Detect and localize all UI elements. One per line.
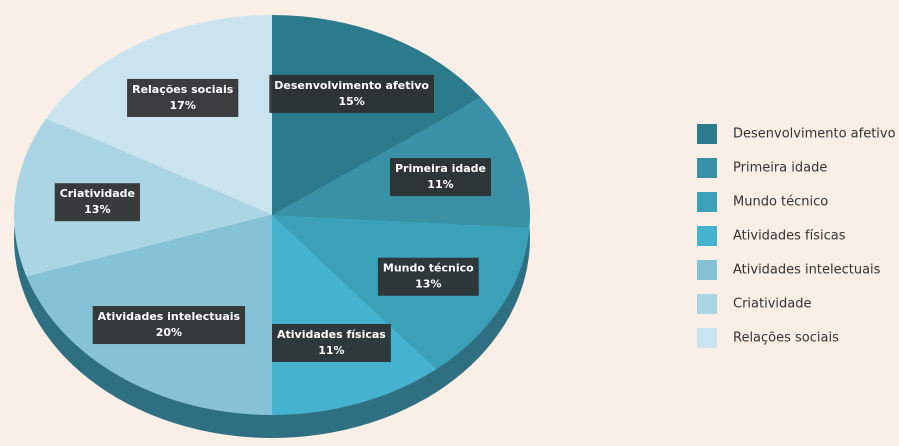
label-value: 13% [415,278,441,291]
legend-swatch [697,328,717,348]
label-value: 11% [427,178,453,191]
label-box [127,78,239,117]
label-box [54,183,140,222]
pie-slice [272,215,437,415]
legend-label: Primeira idade [733,161,827,176]
label-box [389,158,491,197]
legend-swatch [697,294,717,314]
label-name: Criatividade [60,187,135,200]
legend-swatch [697,192,717,212]
legend-label: Relações sociais [733,331,839,346]
label-name: Atividades intelectuais [98,310,241,323]
label-box [92,306,246,345]
label-name: Mundo técnico [383,262,474,275]
label-box [271,323,391,362]
legend-swatch [697,158,717,178]
label-value: 17% [170,99,196,112]
legend-swatch [697,260,717,280]
label-box [269,74,434,113]
legend-label: Desenvolvimento afetivo [733,127,896,142]
label-name: Atividades físicas [277,328,386,341]
legend-label: Atividades intelectuais [733,263,881,278]
data-labels: Desenvolvimento afetivo 15% Primeira idade… [54,74,491,362]
label-value: 11% [318,344,344,357]
pie-slice [14,118,273,277]
legend-label: Atividades físicas [733,229,846,244]
label-value: 20% [156,326,182,339]
label-box [377,257,479,296]
legend-label: Mundo técnico [733,195,828,210]
label-name: Desenvolvimento afetivo [274,79,429,92]
legend-swatch [697,124,717,144]
legend: Desenvolvimento afetivo Primeira idade Mun… [697,124,896,348]
legend-label: Criatividade [733,297,811,312]
label-value: 13% [84,203,110,216]
label-name: Primeira idade [395,162,486,175]
label-value: 15% [338,95,364,108]
legend-swatch [697,226,717,246]
pie-slice [272,15,481,215]
label-name: Relações sociais [132,83,234,96]
